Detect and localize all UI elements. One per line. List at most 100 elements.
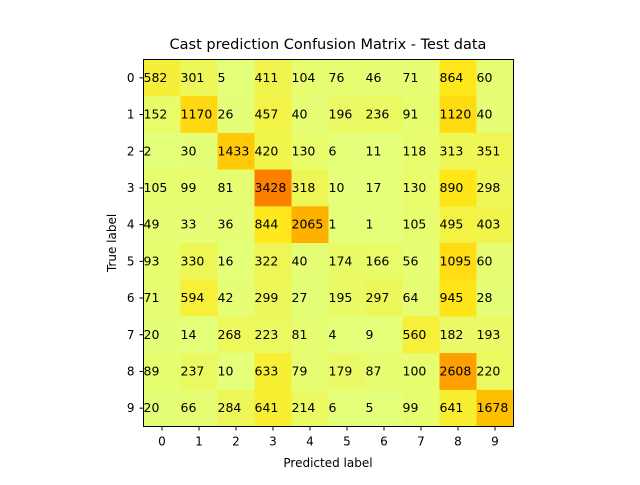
cell-value-label: 237	[181, 363, 205, 378]
cell-value-label: 28	[477, 290, 493, 305]
heatmap-cell	[476, 279, 514, 317]
cell-value-label: 26	[218, 107, 234, 122]
x-tick-label: 3	[269, 435, 277, 449]
heatmap-cell	[402, 353, 440, 391]
heatmap-cell	[254, 96, 292, 134]
heatmap-cell	[476, 169, 514, 207]
cell-value-label: 30	[181, 143, 197, 158]
heatmap-cell	[217, 132, 255, 171]
y-axis-label: True label	[105, 214, 119, 273]
x-tick-label: 6	[380, 435, 388, 449]
cell-value-label: 99	[403, 400, 419, 415]
y-tick-label: 7	[127, 328, 135, 342]
heatmap-cell	[365, 353, 403, 391]
y-tick-label: 0	[127, 71, 135, 85]
y-tick-label: 9	[127, 401, 135, 415]
heatmap-cell	[328, 316, 366, 354]
heatmap-cell	[143, 169, 181, 207]
heatmap-cell	[254, 206, 292, 244]
heatmap-cell	[180, 132, 218, 171]
x-tick-label: 1	[195, 435, 203, 449]
cell-value-label: 457	[255, 107, 279, 122]
cell-value-label: 91	[403, 107, 419, 122]
cell-value-label: 236	[366, 107, 390, 122]
heatmap-cell	[328, 59, 366, 97]
heatmap-cell	[402, 279, 440, 317]
heatmap-cell	[217, 389, 255, 427]
heatmap-cell	[476, 389, 514, 427]
plot-frame	[143, 59, 514, 427]
cell-value-label: 16	[218, 253, 234, 268]
heatmap-cell	[217, 59, 255, 97]
cell-value-label: 76	[329, 70, 345, 85]
cell-value-label: 313	[440, 143, 464, 158]
heatmap-cell	[254, 59, 292, 97]
cell-value-label: 182	[440, 327, 464, 342]
heatmap-cell	[402, 206, 440, 244]
heatmap-cell	[439, 316, 477, 354]
heatmap-cell	[402, 316, 440, 354]
chart-title: Cast prediction Confusion Matrix - Test …	[170, 37, 487, 53]
heatmap-cell	[365, 243, 403, 281]
heatmap-cell	[365, 96, 403, 134]
cell-value-label: 1433	[218, 143, 250, 158]
heatmap-cell	[180, 206, 218, 244]
cell-value-label: 27	[292, 290, 308, 305]
cell-value-label: 166	[366, 253, 390, 268]
heatmap-cell	[402, 132, 440, 171]
heatmap-cell	[291, 132, 329, 171]
y-tick-label: 3	[127, 181, 135, 195]
cell-value-label: 40	[477, 107, 493, 122]
heatmap-cell	[143, 132, 181, 171]
cell-value-label: 66	[181, 400, 197, 415]
heatmap-cell	[476, 59, 514, 97]
heatmap-cell	[328, 243, 366, 281]
cell-value-label: 560	[403, 327, 427, 342]
heatmap-cell	[476, 206, 514, 244]
y-tick-label: 2	[127, 144, 135, 158]
heatmap-cell	[402, 96, 440, 134]
cell-value-label: 89	[144, 363, 160, 378]
heatmap-cell	[217, 169, 255, 207]
cell-value-label: 105	[144, 180, 168, 195]
heatmap-cell	[439, 59, 477, 97]
cell-value-label: 195	[329, 290, 353, 305]
cell-value-label: 60	[477, 70, 493, 85]
cell-value-label: 297	[366, 290, 390, 305]
heatmap-cell	[365, 316, 403, 354]
cell-value-label: 14	[181, 327, 197, 342]
heatmap-cell	[439, 353, 477, 391]
heatmap-cell	[328, 353, 366, 391]
x-tick-label: 5	[343, 435, 351, 449]
y-tick-label: 1	[127, 108, 135, 122]
cell-value-label: 6	[329, 143, 337, 158]
heatmap-cell	[180, 169, 218, 207]
heatmap-cell	[180, 59, 218, 97]
heatmap-cell	[365, 389, 403, 427]
cell-value-label: 71	[144, 290, 160, 305]
cell-value-label: 10	[329, 180, 345, 195]
heatmap-cell	[254, 389, 292, 427]
cell-value-label: 42	[218, 290, 234, 305]
x-tick-label: 8	[454, 435, 462, 449]
cell-value-label: 152	[144, 107, 168, 122]
cell-value-label: 1678	[477, 400, 509, 415]
cell-value-label: 17	[366, 180, 382, 195]
heatmap-cell	[180, 316, 218, 354]
heatmap-cell	[217, 206, 255, 244]
cell-value-label: 351	[477, 143, 501, 158]
cell-value-label: 1170	[181, 107, 213, 122]
cell-value-label: 64	[403, 290, 419, 305]
heatmap-cell	[328, 169, 366, 207]
heatmap-cell	[439, 132, 477, 171]
heatmap-cell	[291, 243, 329, 281]
heatmap-cell	[365, 279, 403, 317]
heatmap-cell	[402, 389, 440, 427]
heatmap-cell	[291, 206, 329, 244]
y-axis-ticks: 0 1 2 3 4 5 6 7 8 9	[127, 71, 144, 415]
cell-value-label: 318	[292, 180, 316, 195]
cell-value-label: 100	[403, 363, 427, 378]
cell-value-label: 301	[181, 70, 205, 85]
cell-value-label: 1	[329, 217, 337, 232]
